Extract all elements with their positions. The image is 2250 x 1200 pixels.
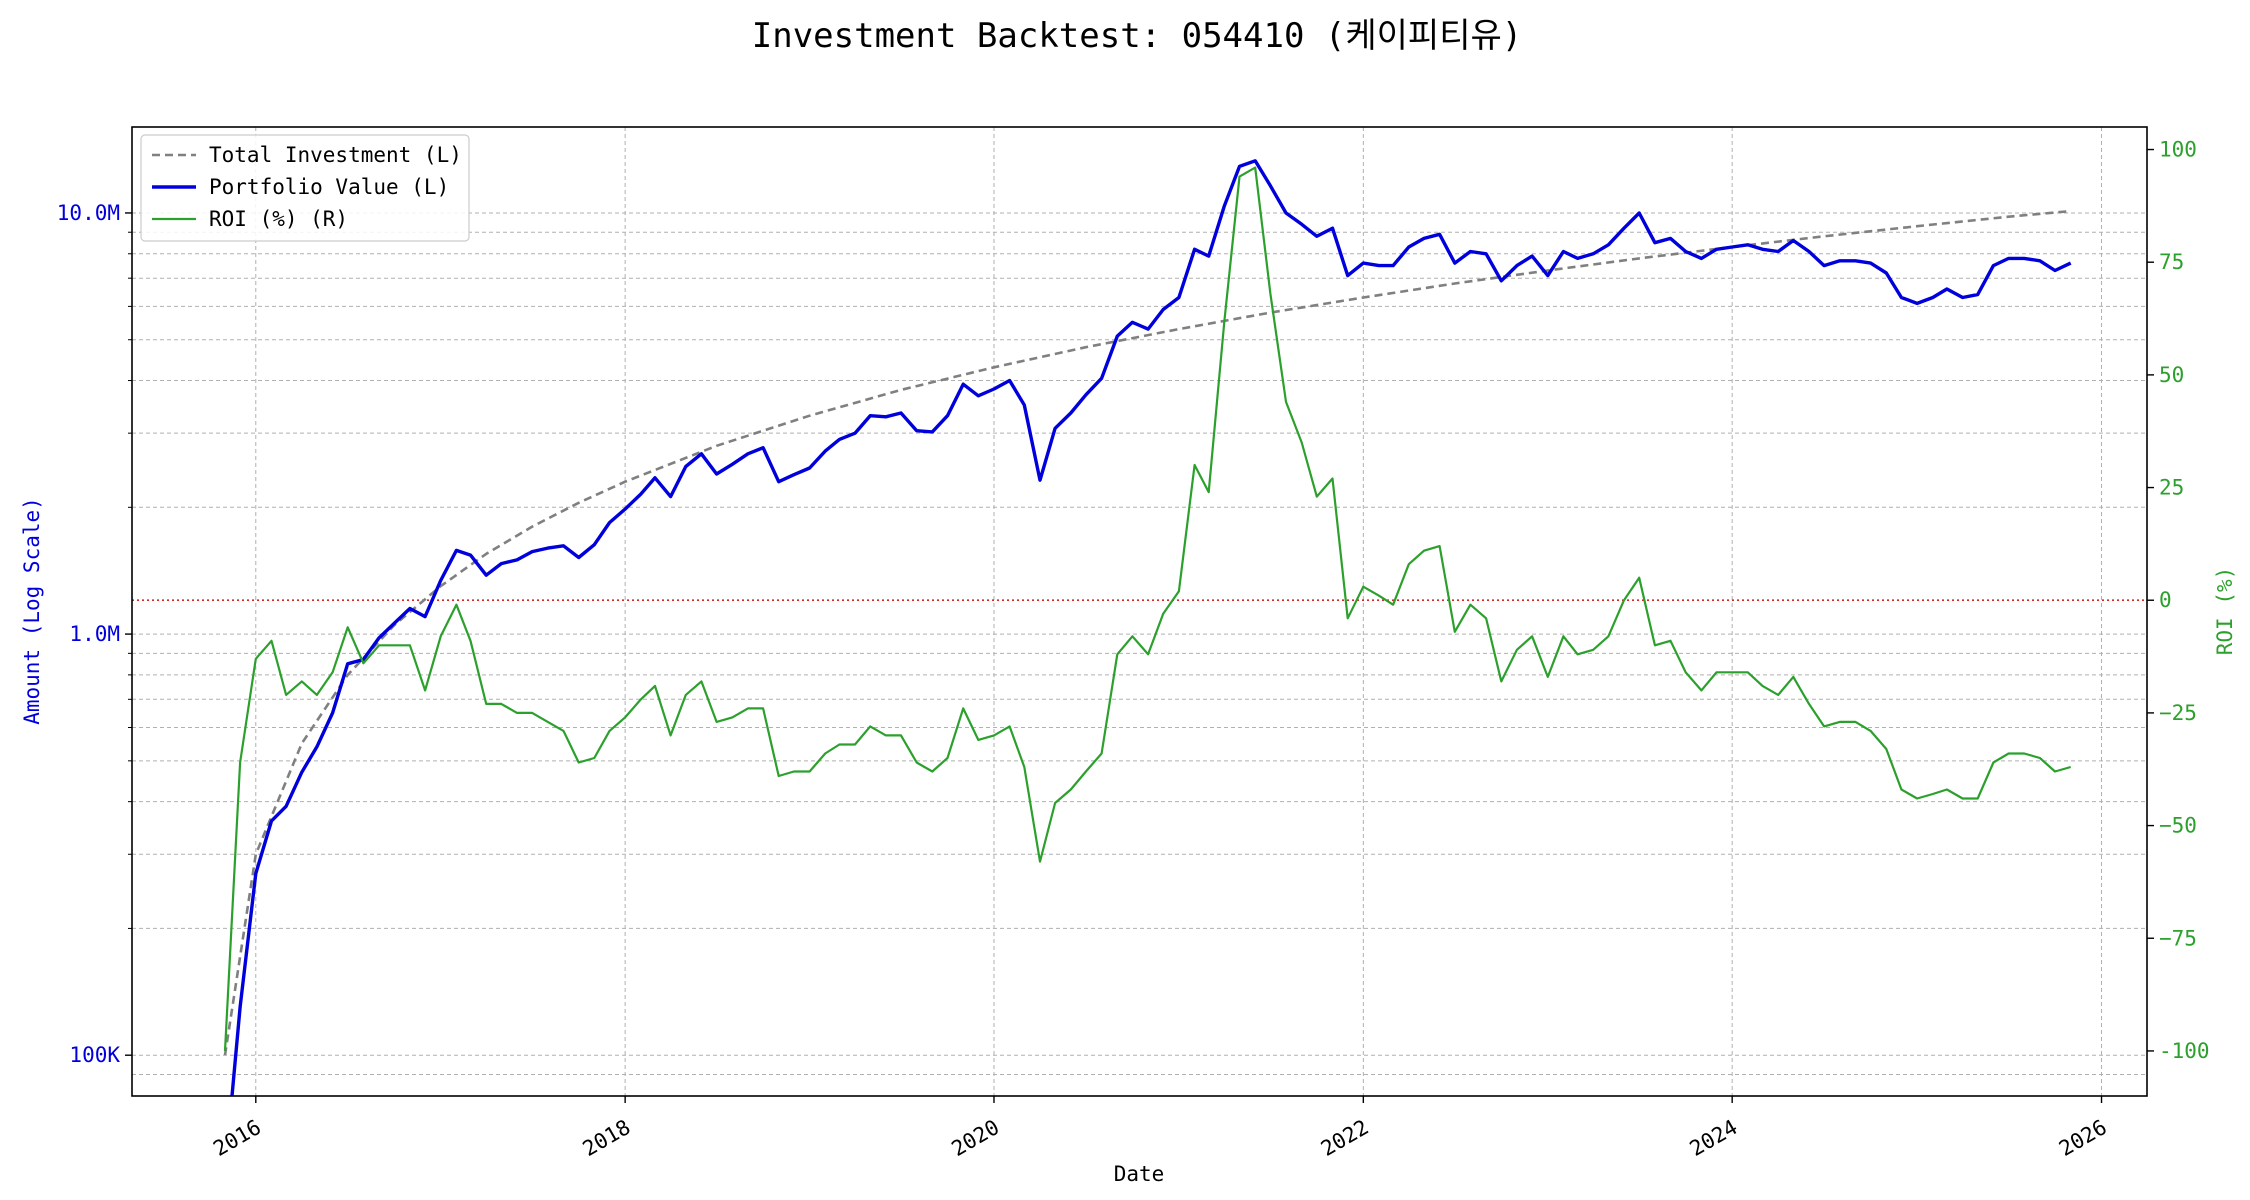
legend-label-portfolio-value: Portfolio Value (L) [209, 175, 449, 199]
legend-label-roi: ROI (%) (R) [209, 207, 348, 231]
right-tick-label: 100 [2159, 138, 2197, 162]
right-axis-ticks: -100 −75 −50 −25 0 25 50 75 100 [2147, 138, 2210, 1063]
chart-title: Investment Backtest: 054410 (케이피티유) [752, 16, 1523, 56]
right-tick-label: 75 [2159, 250, 2184, 274]
right-tick-label: −75 [2159, 926, 2197, 950]
right-tick-label: −25 [2159, 701, 2197, 725]
right-tick-label: -100 [2159, 1039, 2210, 1063]
plot-frame [131, 126, 2148, 1097]
right-tick-label: 50 [2159, 363, 2184, 387]
right-tick-label: 25 [2159, 476, 2184, 500]
right-tick-label: 0 [2159, 588, 2172, 612]
left-tick-label: 1.0M [69, 622, 120, 646]
legend-label-total-investment: Total Investment (L) [209, 143, 462, 167]
right-tick-label: −50 [2159, 814, 2197, 838]
legend-box [140, 134, 470, 242]
left-tick-label: 100K [69, 1043, 120, 1067]
left-axis-ticks: 100K 1.0M 10.0M [57, 201, 132, 1067]
legend: Total Investment (L) Portfolio Value (L)… [140, 134, 470, 242]
grid [132, 127, 2147, 1096]
left-tick-label: 10.0M [57, 201, 120, 225]
series-line-roi-r [223, 166, 2072, 1051]
series-layer [223, 159, 2072, 1097]
left-axis-label: Amount (Log Scale) [20, 497, 44, 725]
right-axis-label: ROI (%) [2213, 567, 2237, 656]
series-line-portfolio-value-l [230, 159, 2072, 1097]
x-axis-label: Date [1114, 1162, 1165, 1186]
